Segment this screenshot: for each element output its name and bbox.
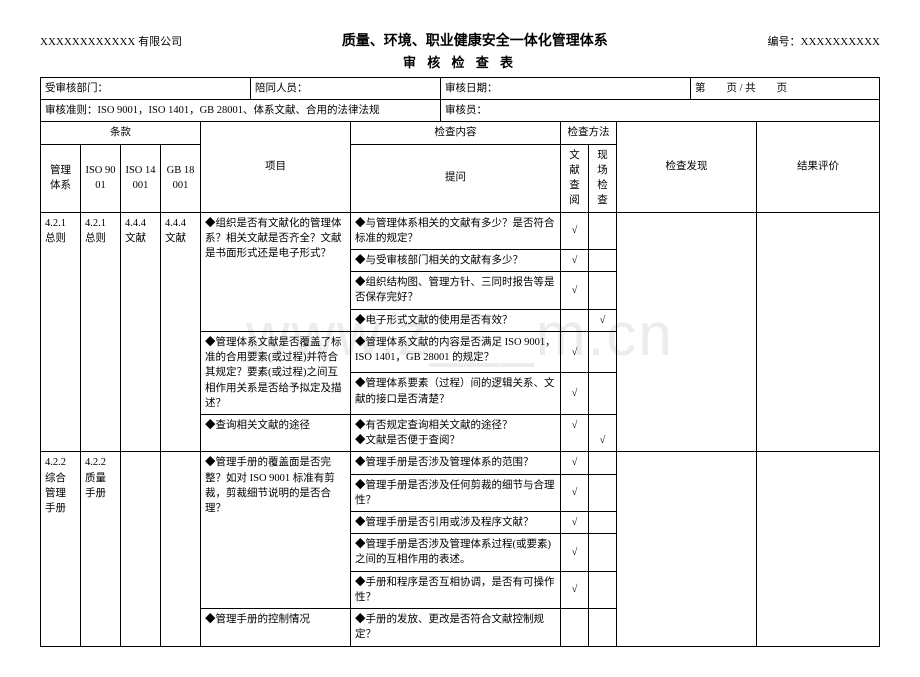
table-row: 受审核部门： 陪同人员： 审核日期： 第 页 / 共 页 — [41, 78, 880, 100]
tick-site — [589, 452, 617, 474]
tick-doc — [561, 609, 589, 646]
tick-site — [589, 534, 617, 571]
tick-site: √ — [589, 414, 617, 451]
main-table: 条款 项目 检查内容 检查方法 检查发现 结果评价 管理体系 ISO 9001 … — [40, 121, 880, 646]
criteria-label: 审核准则： — [45, 105, 98, 116]
q-cell: ◆管理手册是否涉及管理体系的范围？ — [351, 452, 561, 474]
col-finding: 检查发现 — [617, 122, 757, 212]
company-name: XXXXXXXXXXXX 有限公司 — [40, 33, 182, 49]
date-cell: 审核日期： — [441, 78, 691, 100]
sys-cell: 4.2.2综合管理手册 — [41, 452, 81, 646]
tick-site — [589, 571, 617, 608]
auditor-cell: 审核员： — [441, 100, 880, 122]
tick-doc: √ — [561, 272, 589, 309]
tick-site — [589, 373, 617, 415]
tick-doc: √ — [561, 331, 589, 373]
col-14001: ISO 14001 — [121, 144, 161, 212]
c18001-cell: 4.4.4文献 — [161, 212, 201, 452]
c18001-cell — [161, 452, 201, 646]
header-row: 条款 项目 检查内容 检查方法 检查发现 结果评价 — [41, 122, 880, 144]
c14001-cell — [121, 452, 161, 646]
q-cell: ◆管理体系要素（过程）间的逻辑关系、文献的接口是否清楚？ — [351, 373, 561, 415]
tick-doc: √ — [561, 373, 589, 415]
doc-header: XXXXXXXXXXXX 有限公司 质量、环境、职业健康安全一体化管理体系 编号… — [40, 30, 880, 50]
accomp-cell: 陪同人员： — [251, 78, 441, 100]
q-cell: ◆组织结构图、管理方针、三同时报告等是否保存完好？ — [351, 272, 561, 309]
criteria-cell: 审核准则：ISO 9001，ISO 1401，GB 28001、体系文献、合用的… — [41, 100, 441, 122]
criteria-value: ISO 9001，ISO 1401，GB 28001、体系文献、合用的法律法规 — [98, 105, 380, 116]
tick-doc — [561, 309, 589, 331]
code-value: XXXXXXXXXX — [801, 36, 880, 48]
item-cell: ◆管理手册的覆盖面是否完整？如对 ISO 9001 标准有剪裁，剪裁细节说明的是… — [201, 452, 351, 609]
tick-doc: √ — [561, 534, 589, 571]
item-cell: ◆管理手册的控制情况 — [201, 609, 351, 646]
col-method: 检查方法 — [561, 122, 617, 144]
col-18001: GB 18001 — [161, 144, 201, 212]
finding-cell — [617, 212, 757, 452]
table-row: 审核准则：ISO 9001，ISO 1401，GB 28001、体系文献、合用的… — [41, 100, 880, 122]
q-cell: ◆与受审核部门相关的文献有多少？ — [351, 249, 561, 271]
q-cell: ◆与管理体系相关的文献有多少？是否符合标准的规定？ — [351, 212, 561, 249]
tick-doc: √ — [561, 512, 589, 534]
col-site-check: 现场检查 — [589, 144, 617, 212]
tick-doc: √ — [561, 414, 589, 451]
item-cell: ◆组织是否有文献化的管理体系？相关文献是否齐全？文献是书面形式还是电子形式？ — [201, 212, 351, 331]
sys-cell: 4.2.1总则 — [41, 212, 81, 452]
tick-doc: √ — [561, 474, 589, 511]
tick-doc: √ — [561, 452, 589, 474]
col-question: 提问 — [351, 144, 561, 212]
col-doc-review: 文献查阅 — [561, 144, 589, 212]
page-cell: 第 页 / 共 页 — [691, 78, 880, 100]
col-sys: 管理体系 — [41, 144, 81, 212]
table-row: 4.2.2综合管理手册 4.2.2质量手册 ◆管理手册的覆盖面是否完整？如对 I… — [41, 452, 880, 474]
q-cell: ◆管理体系文献的内容是否满足 ISO 9001，ISO 1401，GB 2800… — [351, 331, 561, 373]
tick-site — [589, 212, 617, 249]
col-item: 项目 — [201, 122, 351, 212]
q-cell: ◆电子形式文献的使用是否有效？ — [351, 309, 561, 331]
tick-site — [589, 331, 617, 373]
tick-doc: √ — [561, 249, 589, 271]
doc-subtitle: 审 核 检 查 表 — [40, 52, 880, 71]
q-cell: ◆有否规定查询相关文献的途径？◆文献是否便于查阅？ — [351, 414, 561, 451]
col-9001: ISO 9001 — [81, 144, 121, 212]
c14001-cell: 4.4.4文献 — [121, 212, 161, 452]
q-cell: ◆手册的发放、更改是否符合文献控制规定？ — [351, 609, 561, 646]
code-label: 编号： — [768, 36, 801, 48]
c9001-cell: 4.2.2质量手册 — [81, 452, 121, 646]
col-result: 结果评价 — [757, 122, 880, 212]
tick-doc: √ — [561, 212, 589, 249]
result-cell — [757, 452, 880, 646]
finding-cell — [617, 452, 757, 646]
doc-title: 质量、环境、职业健康安全一体化管理体系 — [342, 30, 608, 50]
tick-site — [589, 272, 617, 309]
q-cell: ◆管理手册是否引用或涉及程序文献？ — [351, 512, 561, 534]
tick-site — [589, 249, 617, 271]
doc-code: 编号：XXXXXXXXXX — [768, 33, 880, 49]
q-cell: ◆管理手册是否涉及管理体系过程(或要素)之间的互相作用的表述。 — [351, 534, 561, 571]
tick-doc: √ — [561, 571, 589, 608]
result-cell — [757, 212, 880, 452]
info-table: 受审核部门： 陪同人员： 审核日期： 第 页 / 共 页 审核准则：ISO 90… — [40, 77, 880, 122]
tick-site — [589, 474, 617, 511]
item-cell: ◆管理体系文献是否覆盖了标准的合用要素(或过程)并符合其规定？要素(或过程)之间… — [201, 331, 351, 414]
c9001-cell: 4.2.1总则 — [81, 212, 121, 452]
q-cell: ◆管理手册是否涉及任何剪裁的细节与合理性？ — [351, 474, 561, 511]
col-check-content: 检查内容 — [351, 122, 561, 144]
table-row: 4.2.1总则 4.2.1总则 4.4.4文献 4.4.4文献 ◆组织是否有文献… — [41, 212, 880, 249]
dept-cell: 受审核部门： — [41, 78, 251, 100]
q-cell: ◆手册和程序是否互相协调，是否有可操作性？ — [351, 571, 561, 608]
tick-site — [589, 609, 617, 646]
tick-site: √ — [589, 309, 617, 331]
tick-site — [589, 512, 617, 534]
item-cell: ◆查询相关文献的途径 — [201, 414, 351, 451]
col-clause: 条款 — [41, 122, 201, 144]
